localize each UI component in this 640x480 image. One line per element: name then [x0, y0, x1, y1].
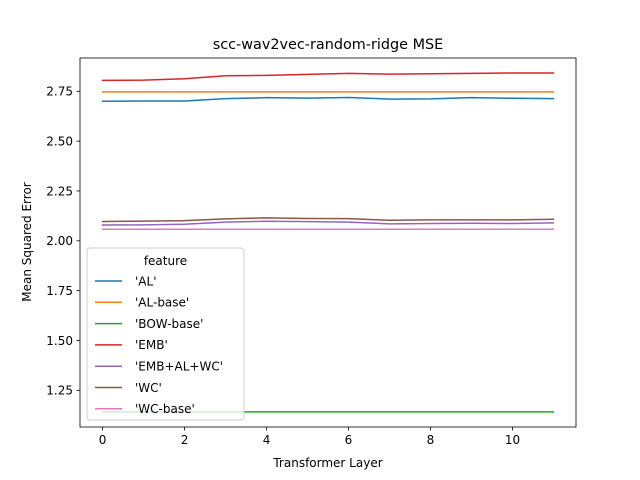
x-tick-label: 10 — [505, 433, 520, 447]
legend-item: 'BOW-base' — [95, 317, 203, 331]
legend-item: 'EMB' — [95, 338, 168, 352]
y-tick-label: 1.75 — [46, 284, 73, 298]
legend-item: 'AL-base' — [95, 296, 189, 310]
series-line — [101, 217, 555, 223]
legend-label: 'BOW-base' — [135, 317, 203, 331]
chart-title: scc-wav2vec-random-ridge MSE — [213, 37, 444, 53]
legend: feature 'AL' 'AL-base' 'BOW-base' 'EMB' 'EMB… — [86, 247, 245, 421]
legend-label: 'EMB+AL+WC' — [135, 360, 223, 374]
x-tick-label: 8 — [427, 433, 435, 447]
legend-item: 'EMB+AL+WC' — [95, 360, 223, 374]
legend-title: feature — [144, 254, 187, 268]
x-tick-label: 4 — [263, 433, 271, 447]
y-tick-label: 2.50 — [46, 134, 73, 148]
x-tick-label: 2 — [181, 433, 189, 447]
series-line — [101, 96, 555, 103]
legend-label: 'WC-base' — [135, 402, 195, 416]
axes-frame — [79, 57, 577, 428]
legend-label: 'EMB' — [135, 338, 168, 352]
series-line — [101, 220, 555, 226]
series-line — [101, 72, 555, 82]
y-tick-label: 1.25 — [46, 384, 73, 398]
y-tick-label: 1.50 — [46, 334, 73, 348]
legend-items: 'AL' 'AL-base' 'BOW-base' 'EMB' 'EMB+AL+WC' '… — [95, 274, 223, 416]
y-tick-label: 2.00 — [46, 234, 73, 248]
legend-label: 'AL' — [135, 274, 157, 288]
y-axis-ticks: 1.25 1.50 1.75 2.00 2.25 2.50 2.75 — [46, 85, 80, 398]
y-tick-label: 2.75 — [46, 85, 73, 99]
x-axis-title: Transformer Layer — [272, 456, 382, 470]
y-tick-label: 2.25 — [46, 184, 73, 198]
y-axis-title: Mean Squared Error — [20, 182, 34, 302]
legend-label: 'AL-base' — [135, 296, 189, 310]
legend-label: 'WC' — [135, 381, 162, 395]
legend-item: 'WC-base' — [95, 402, 195, 416]
legend-item: 'WC' — [95, 381, 162, 395]
x-axis-ticks: 0 2 4 6 8 10 — [99, 427, 520, 447]
x-tick-label: 6 — [345, 433, 353, 447]
x-tick-label: 0 — [99, 433, 107, 447]
legend-frame — [86, 247, 245, 421]
legend-item: 'AL' — [95, 274, 157, 288]
